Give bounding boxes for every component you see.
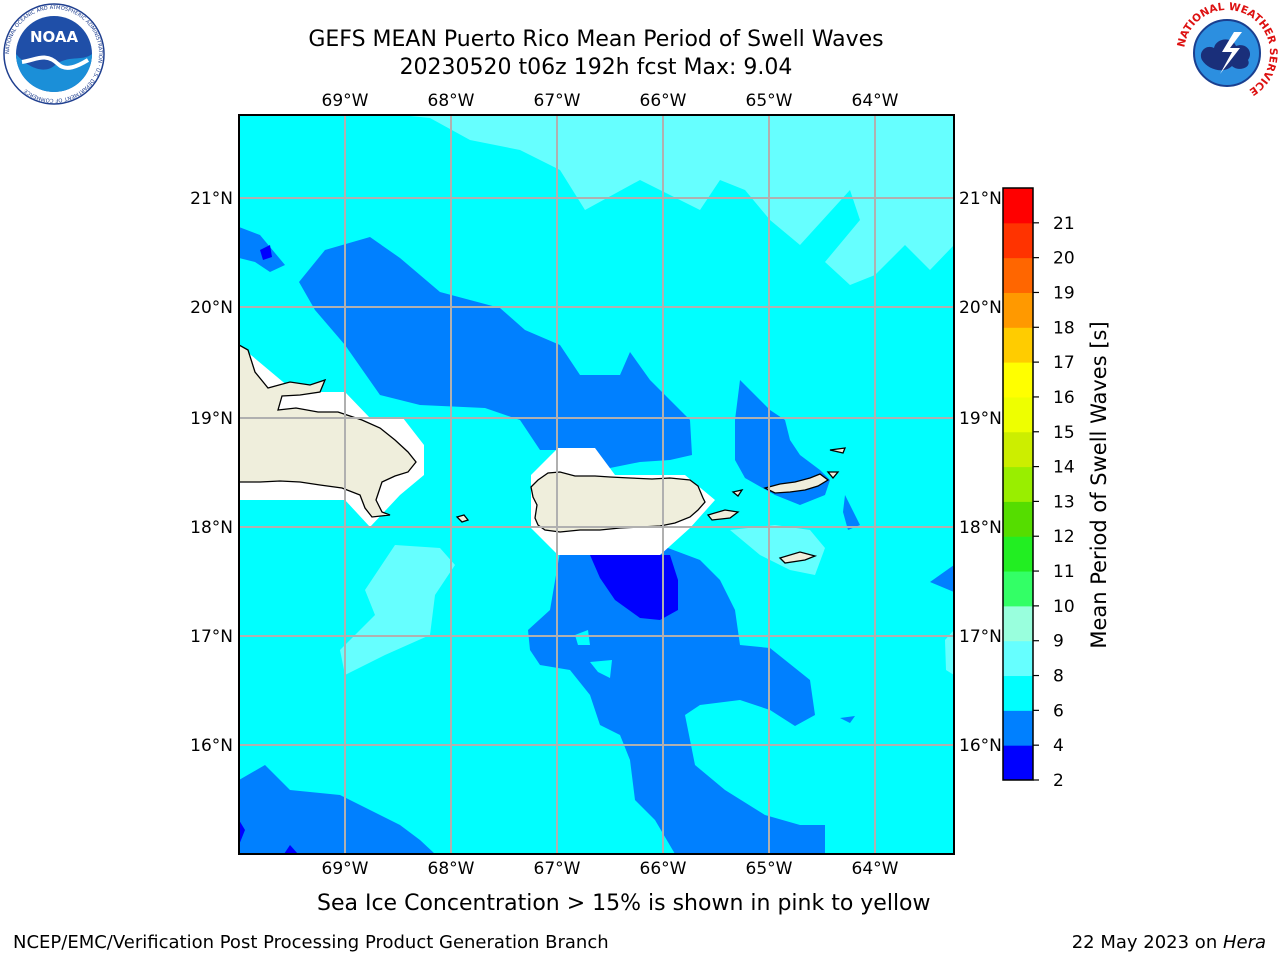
colorbar-tick-label: 13 (1053, 492, 1075, 512)
colorbar-tick-label: 10 (1053, 597, 1075, 617)
lat-label: 20°N (959, 298, 1002, 318)
colorbar-tick-label: 9 (1053, 632, 1064, 652)
lat-label: 17°N (190, 627, 233, 647)
colorbar-label: Mean Period of Swell Waves [s] (1087, 321, 1111, 648)
lon-label: 67°W (534, 91, 581, 111)
lon-label: 65°W (746, 91, 793, 111)
lat-labels-right: 21°N 20°N 19°N 18°N 17°N 16°N (959, 189, 1002, 756)
lat-label: 18°N (190, 518, 233, 538)
colorbar-tick-label: 16 (1053, 388, 1075, 408)
colorbar-tick-label: 15 (1053, 423, 1075, 443)
colorbar-frame (1002, 187, 1034, 781)
colorbar-tick-label: 19 (1053, 283, 1075, 303)
lon-label: 66°W (640, 859, 687, 879)
colorbar-segment (1003, 188, 1033, 224)
lat-label: 21°N (959, 189, 1002, 209)
hispaniola-land (239, 344, 417, 518)
swell-4-6s-areas (239, 227, 954, 854)
colorbar-tick-label: 12 (1053, 527, 1075, 547)
sombrero-island (826, 471, 840, 480)
mona-island (455, 514, 470, 523)
st-croix-island (778, 551, 818, 564)
colorbar-tick-label: 17 (1053, 353, 1075, 373)
colorbar-tick-label: 2 (1053, 771, 1064, 791)
colorbar-ticks: 2 4 6 8 9 10 11 12 13 14 15 16 17 18 19 20 21 (1033, 214, 1075, 791)
lat-label: 19°N (959, 409, 1002, 429)
colorbar-segment (1003, 222, 1033, 259)
swell-8-9s-areas (340, 115, 954, 675)
colorbar-segment (1003, 257, 1033, 293)
colorbar-segment (1003, 605, 1033, 642)
footer-date: 22 May 2023 on Hera (1072, 932, 1266, 953)
colorbar-segment (1003, 745, 1033, 781)
colorbar-segment (1003, 501, 1033, 537)
colorbar-segment (1003, 292, 1033, 328)
swell-6-8s-islands (575, 465, 718, 678)
lon-label: 68°W (428, 859, 475, 879)
lon-labels-top: 69°W 68°W 67°W 66°W 65°W 64°W (322, 91, 899, 111)
lon-label: 68°W (428, 91, 475, 111)
colorbar-segment (1003, 466, 1033, 502)
map-title: GEFS MEAN Puerto Rico Mean Period of Swe… (308, 27, 884, 52)
noaa-text: NOAA (30, 28, 79, 46)
lon-label: 65°W (746, 859, 793, 879)
vieques-island (706, 509, 740, 521)
culebra-island (731, 489, 744, 497)
map-subtitle: 20230520 t06z 192h fcst Max: 9.04 (399, 55, 793, 80)
colorbar-segment (1003, 675, 1033, 711)
lat-label: 19°N (190, 409, 233, 429)
footer-credit: NCEP/EMC/Verification Post Processing Pr… (13, 932, 609, 953)
colorbar-tick-label: 21 (1053, 214, 1075, 234)
lat-label: 16°N (190, 736, 233, 756)
colorbar-segment (1003, 396, 1033, 433)
colorbar-tick-label: 14 (1053, 458, 1075, 478)
colorbar (1003, 188, 1033, 781)
lat-label: 20°N (190, 298, 233, 318)
map-frame (238, 114, 955, 855)
colorbar-segment (1003, 710, 1033, 746)
anegada-island (829, 447, 847, 454)
colorbar-tick-label: 4 (1053, 736, 1064, 756)
lon-label: 69°W (322, 859, 369, 879)
lat-label: 16°N (959, 736, 1002, 756)
lon-label: 66°W (640, 91, 687, 111)
colorbar-segment (1003, 431, 1033, 468)
colorbar-segment (1003, 640, 1033, 677)
lon-label: 67°W (534, 859, 581, 879)
lat-label: 17°N (959, 627, 1002, 647)
graticule (239, 115, 954, 854)
footer-date-text: 22 May 2023 on (1071, 932, 1223, 953)
colorbar-tick-label: 6 (1053, 701, 1064, 721)
colorbar-segment (1003, 536, 1033, 572)
swell-2-4s-areas (239, 245, 678, 854)
colorbar-tick-label: 8 (1053, 667, 1064, 687)
land-masses (239, 344, 847, 564)
nws-logo: NATIONAL WEATHER SERVICE (1175, 1, 1279, 108)
puerto-rico-land (530, 471, 706, 533)
footer-host: Hera (1222, 932, 1266, 953)
colorbar-tick-label: 20 (1053, 249, 1075, 269)
lon-label: 64°W (852, 859, 899, 879)
colorbar-tick-label: 11 (1053, 562, 1075, 582)
lon-labels-bottom: 69°W 68°W 67°W 66°W 65°W 64°W (322, 859, 899, 879)
virgin-islands (763, 473, 830, 494)
lon-label: 69°W (322, 91, 369, 111)
lat-label: 21°N (190, 189, 233, 209)
noaa-logo: NATIONAL OCEANIC AND ATMOSPHERIC ADMINIS… (2, 2, 106, 110)
lon-label: 64°W (852, 91, 899, 111)
sea-ice-note: Sea Ice Concentration > 15% is shown in … (317, 891, 931, 916)
lat-labels-left: 21°N 20°N 19°N 18°N 17°N 16°N (190, 189, 233, 756)
colorbar-segment (1003, 327, 1033, 363)
colorbar-segment (1003, 571, 1033, 607)
colorbar-tick-label: 18 (1053, 318, 1075, 338)
colorbar-segment (1003, 362, 1033, 398)
lat-label: 18°N (959, 518, 1002, 538)
